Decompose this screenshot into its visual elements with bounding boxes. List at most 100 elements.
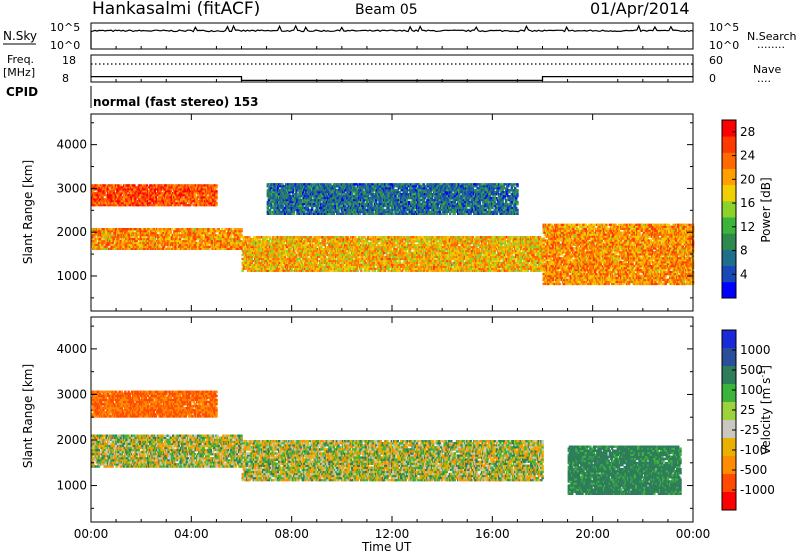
heatmap-cell xyxy=(269,236,271,238)
heatmap-cell xyxy=(245,236,247,238)
heatmap-cell xyxy=(497,258,499,260)
heatmap-cell xyxy=(357,258,359,260)
heatmap-cell xyxy=(129,230,131,232)
heatmap-cell xyxy=(351,242,353,244)
heatmap-cell xyxy=(251,262,253,264)
heatmap-cell xyxy=(179,238,181,240)
heatmap-cell xyxy=(528,268,530,270)
heatmap-cell xyxy=(188,238,190,240)
heatmap-cell xyxy=(140,230,142,232)
heatmap-cell xyxy=(377,236,379,238)
heatmap-cell xyxy=(271,252,273,254)
heatmap-cell xyxy=(177,230,179,232)
heatmap-cell xyxy=(521,252,523,254)
heatmap-cell xyxy=(499,240,501,242)
heatmap-cell xyxy=(507,236,509,238)
heatmap-cell xyxy=(442,260,444,262)
heatmap-cell xyxy=(433,266,435,268)
heatmap-cell xyxy=(398,252,400,254)
heatmap-cell xyxy=(370,240,372,242)
heatmap-cell xyxy=(197,238,199,240)
nsky-label: N.Sky xyxy=(3,29,37,43)
heatmap-cell xyxy=(136,234,138,236)
heatmap-cell xyxy=(300,240,302,242)
heatmap-cell xyxy=(385,238,387,240)
heatmap-cell xyxy=(121,230,123,232)
heatmap-cell xyxy=(376,260,378,262)
nsky-series-line xyxy=(91,26,693,49)
heatmap-cell xyxy=(120,232,122,234)
heatmap-cell xyxy=(283,236,285,238)
heatmap-cell xyxy=(273,240,275,242)
heatmap-cell xyxy=(275,246,277,248)
nsky-tick-top-right: 10^5 xyxy=(709,21,739,34)
heatmap-cell xyxy=(167,232,169,234)
heatmap-cell xyxy=(462,252,464,254)
heatmap-cell xyxy=(196,230,198,232)
heatmap-cell xyxy=(310,236,312,238)
heatmap-cell xyxy=(517,242,519,244)
heatmap-cell xyxy=(432,260,434,262)
heatmap-cell xyxy=(285,252,287,254)
heatmap-cell xyxy=(452,252,454,254)
heatmap-cell xyxy=(476,240,478,242)
heatmap-cell xyxy=(368,258,370,260)
heatmap-cell xyxy=(163,238,165,240)
heatmap-cell xyxy=(202,244,204,246)
heatmap-cell xyxy=(486,236,488,238)
heatmap-cell xyxy=(304,258,306,260)
heatmap-cell xyxy=(320,246,322,248)
heatmap-cell xyxy=(409,248,411,250)
heatmap-cell xyxy=(390,252,392,254)
heatmap-cell xyxy=(369,266,371,268)
heatmap-cell xyxy=(150,228,152,230)
heatmap-cell xyxy=(346,238,348,240)
heatmap-cell xyxy=(454,240,456,242)
heatmap-cell xyxy=(465,246,467,248)
heatmap-cell xyxy=(171,228,173,230)
heatmap-cell xyxy=(250,266,252,268)
heatmap-cell xyxy=(289,258,291,260)
heatmap-cell xyxy=(418,246,420,248)
heatmap-cell xyxy=(520,260,522,262)
heatmap-cell xyxy=(326,260,328,262)
heatmap-cell xyxy=(405,266,407,268)
heatmap-cell xyxy=(307,252,309,254)
heatmap-cell xyxy=(434,252,436,254)
heatmap-cell xyxy=(417,236,419,238)
heatmap-cell xyxy=(296,260,298,262)
heatmap-cell xyxy=(223,230,225,232)
heatmap-cell xyxy=(364,260,366,262)
heatmap-cell xyxy=(478,242,480,244)
heatmap-cell xyxy=(96,242,98,244)
heatmap-cell xyxy=(341,260,343,262)
heatmap-cell xyxy=(470,242,472,244)
heatmap-cell xyxy=(271,240,273,242)
heatmap-cell xyxy=(213,232,215,234)
heatmap-cell xyxy=(328,238,330,240)
heatmap-cell xyxy=(487,260,489,262)
heatmap-cell xyxy=(486,252,488,254)
heatmap-cell xyxy=(324,258,326,260)
heatmap-cell xyxy=(301,238,303,240)
heatmap-cell xyxy=(230,228,232,230)
heatmap-cell xyxy=(410,236,412,238)
heatmap-cell xyxy=(218,228,220,230)
heatmap-cell xyxy=(268,240,270,242)
heatmap-cell xyxy=(422,262,424,264)
heatmap-cell xyxy=(220,230,222,232)
heatmap-cell xyxy=(376,246,378,248)
heatmap-cell xyxy=(219,232,221,234)
heatmap-cell xyxy=(401,240,403,242)
heatmap-cell xyxy=(444,240,446,242)
heatmap-cell xyxy=(437,236,439,238)
heatmap-cell xyxy=(262,266,264,268)
heatmap-cell xyxy=(230,234,232,236)
heatmap-cell xyxy=(402,262,404,264)
heatmap-cell xyxy=(337,238,339,240)
heatmap-cell xyxy=(464,238,466,240)
heatmap-cell xyxy=(101,244,103,246)
heatmap-cell xyxy=(383,256,385,258)
heatmap-cell xyxy=(504,238,506,240)
heatmap-cell xyxy=(342,236,344,238)
